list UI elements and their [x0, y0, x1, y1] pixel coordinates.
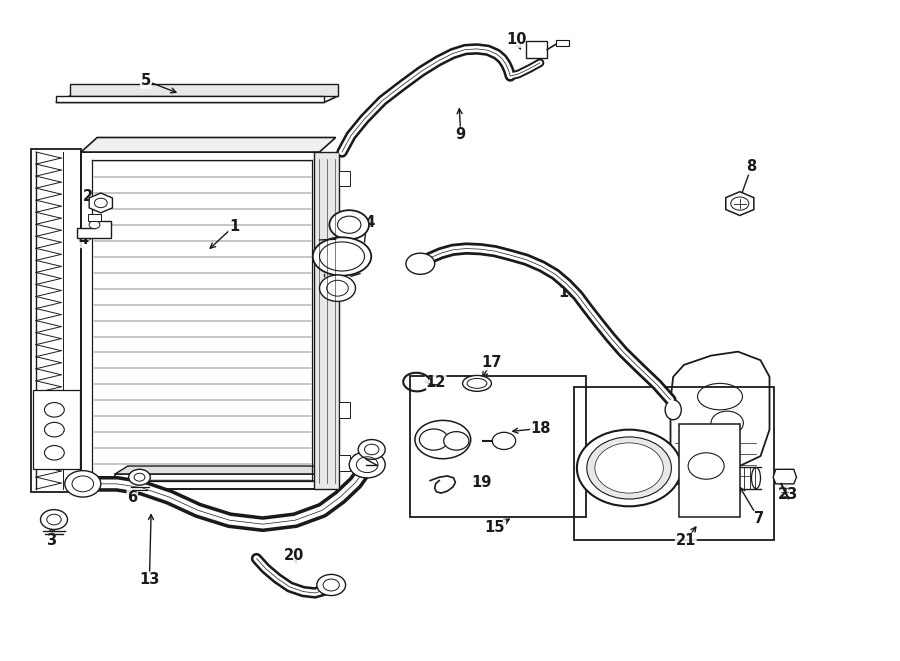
- Circle shape: [587, 437, 671, 499]
- Text: 13: 13: [140, 572, 159, 587]
- Ellipse shape: [665, 400, 681, 420]
- Circle shape: [134, 473, 145, 481]
- Polygon shape: [32, 149, 81, 492]
- Text: 22: 22: [611, 473, 631, 488]
- Bar: [33, 390, 80, 469]
- Circle shape: [89, 221, 100, 229]
- Polygon shape: [773, 469, 796, 484]
- Text: 16: 16: [352, 454, 372, 469]
- Bar: [574, 387, 774, 540]
- Text: 14: 14: [356, 215, 375, 230]
- Polygon shape: [56, 96, 324, 102]
- Polygon shape: [115, 474, 331, 481]
- Circle shape: [444, 432, 469, 450]
- Text: 12: 12: [426, 375, 446, 389]
- Polygon shape: [115, 466, 344, 474]
- Ellipse shape: [313, 237, 371, 276]
- Text: 9: 9: [455, 128, 466, 142]
- Bar: [339, 402, 350, 418]
- Polygon shape: [56, 96, 338, 102]
- Polygon shape: [725, 192, 754, 215]
- Circle shape: [406, 253, 435, 274]
- Bar: [526, 41, 547, 58]
- Polygon shape: [70, 84, 338, 96]
- Text: 19: 19: [472, 475, 491, 490]
- Text: 8: 8: [746, 159, 757, 174]
- Polygon shape: [314, 152, 339, 489]
- Text: 3: 3: [46, 533, 57, 548]
- Text: 2: 2: [83, 190, 94, 204]
- Text: 1: 1: [229, 219, 239, 233]
- Circle shape: [317, 574, 346, 596]
- Text: 23: 23: [778, 487, 798, 502]
- Ellipse shape: [463, 375, 491, 391]
- Circle shape: [320, 275, 356, 301]
- Circle shape: [129, 469, 150, 485]
- Circle shape: [595, 443, 663, 493]
- Circle shape: [349, 451, 385, 478]
- Circle shape: [492, 432, 516, 449]
- Text: 6: 6: [127, 490, 138, 504]
- Text: 17: 17: [482, 355, 501, 369]
- Bar: [679, 424, 740, 517]
- Circle shape: [40, 510, 68, 529]
- Text: 15: 15: [485, 520, 505, 535]
- Bar: [556, 40, 569, 46]
- Bar: [339, 171, 350, 186]
- Circle shape: [419, 429, 448, 450]
- Text: 11: 11: [559, 285, 579, 299]
- Text: 10: 10: [507, 32, 526, 47]
- Circle shape: [47, 514, 61, 525]
- Ellipse shape: [415, 420, 471, 459]
- Text: 4: 4: [78, 233, 89, 247]
- Text: 7: 7: [753, 512, 764, 526]
- Circle shape: [65, 471, 101, 497]
- Circle shape: [577, 430, 681, 506]
- Polygon shape: [76, 221, 111, 238]
- Polygon shape: [81, 137, 336, 152]
- Circle shape: [358, 440, 385, 459]
- Polygon shape: [670, 352, 770, 484]
- Bar: [88, 214, 101, 221]
- Text: 5: 5: [140, 73, 151, 88]
- Bar: [410, 376, 586, 517]
- Text: 18: 18: [531, 421, 551, 436]
- Circle shape: [329, 210, 369, 239]
- Polygon shape: [89, 193, 112, 213]
- Polygon shape: [81, 152, 320, 489]
- Text: 20: 20: [284, 548, 304, 563]
- Text: 21: 21: [676, 533, 696, 548]
- Bar: [339, 223, 350, 239]
- Bar: [339, 455, 350, 471]
- Ellipse shape: [752, 467, 760, 488]
